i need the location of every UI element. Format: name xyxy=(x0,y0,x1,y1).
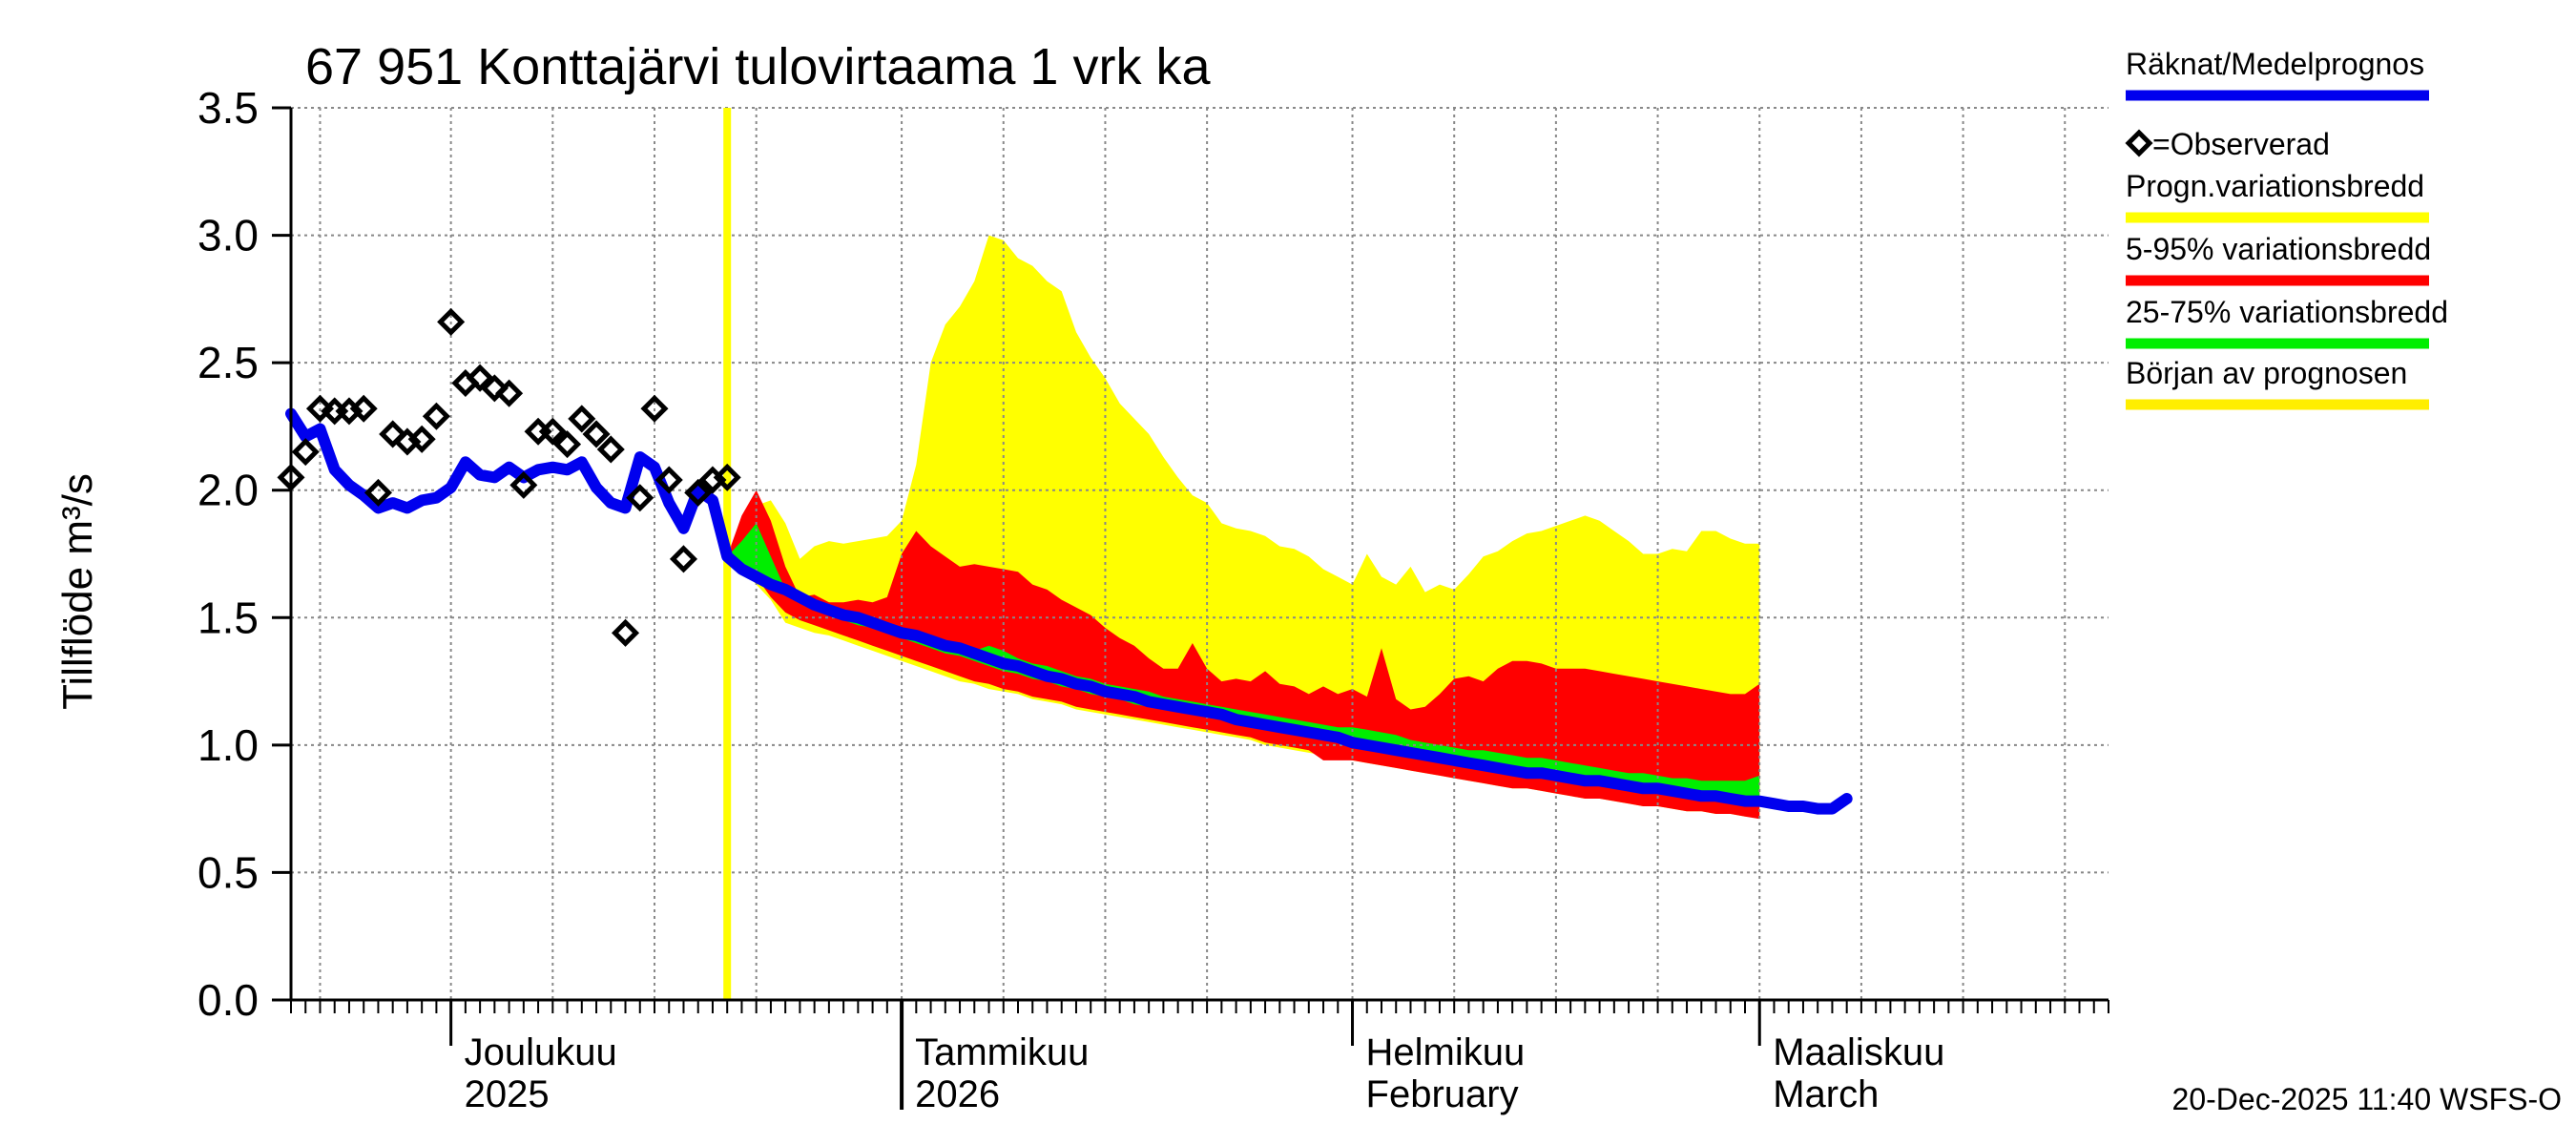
x-month-sublabel: March xyxy=(1773,1073,1879,1115)
band-25-75 xyxy=(727,523,1760,804)
x-month-label: Joulukuu xyxy=(465,1031,617,1073)
observed-point xyxy=(437,307,466,336)
y-tick-label: 3.5 xyxy=(197,83,259,133)
band-5-95 xyxy=(727,489,1760,820)
legend-label: 5-95% variationsbredd xyxy=(2126,232,2431,266)
observed-point xyxy=(596,435,625,464)
observed-point xyxy=(611,618,640,647)
observed-point xyxy=(568,405,596,433)
chart-title: 67 951 Konttajärvi tulovirtaama 1 vrk ka xyxy=(305,38,1211,95)
y-tick-label: 0.5 xyxy=(197,847,259,897)
y-axis-label: Tillflöde m³/s xyxy=(54,473,101,710)
observed-point xyxy=(422,402,450,430)
observed-point xyxy=(713,463,741,491)
observed-point xyxy=(684,478,713,507)
x-month-label: Tammikuu xyxy=(915,1031,1089,1073)
observed-point xyxy=(553,430,582,459)
legend: Räknat/Medelprognos =Observerad Progn.vari… xyxy=(2125,47,2448,410)
observed-point xyxy=(466,364,494,392)
observed-point xyxy=(640,394,669,423)
footer-timestamp: 20-Dec-2025 11:40 WSFS-O xyxy=(2172,1082,2562,1116)
x-month-sublabel: 2025 xyxy=(465,1073,550,1115)
observed-point xyxy=(654,466,683,494)
y-tick-label: 2.5 xyxy=(197,338,259,387)
observed-point xyxy=(480,374,509,403)
y-tick-label: 0.0 xyxy=(197,975,259,1025)
x-month-label: Helmikuu xyxy=(1366,1031,1526,1073)
legend-label: 25-75% variationsbredd xyxy=(2126,295,2448,329)
observed-point xyxy=(582,420,611,448)
observed-point xyxy=(291,438,320,467)
observed-point xyxy=(349,394,378,423)
simulated-line xyxy=(285,407,1853,815)
y-tick-label: 1.5 xyxy=(197,593,259,642)
x-month-sublabel: 2026 xyxy=(915,1073,1000,1115)
x-month-label: Maaliskuu xyxy=(1773,1031,1944,1073)
legend-label: Progn.variationsbredd xyxy=(2126,169,2424,203)
variation-bands xyxy=(727,235,1760,820)
y-tick-label: 1.0 xyxy=(197,720,259,770)
observed-point xyxy=(364,478,392,507)
legend-label: =Observerad xyxy=(2152,127,2330,161)
observed-point xyxy=(509,470,538,499)
legend-label: Början av prognosen xyxy=(2126,356,2407,390)
observed-point xyxy=(495,379,524,407)
observed-point xyxy=(669,545,698,573)
y-tick-label: 3.0 xyxy=(197,211,259,260)
x-month-sublabel: February xyxy=(1366,1073,1519,1115)
grid xyxy=(291,107,2109,1000)
observed-point xyxy=(379,420,407,448)
observed-point xyxy=(626,484,654,512)
y-tick-label: 2.0 xyxy=(197,466,259,515)
observed-point xyxy=(407,425,436,453)
observed-point xyxy=(538,417,567,446)
legend-observed-marker xyxy=(2125,129,2153,157)
legend-label: Räknat/Medelprognos xyxy=(2126,47,2424,81)
data-series xyxy=(277,307,1853,815)
